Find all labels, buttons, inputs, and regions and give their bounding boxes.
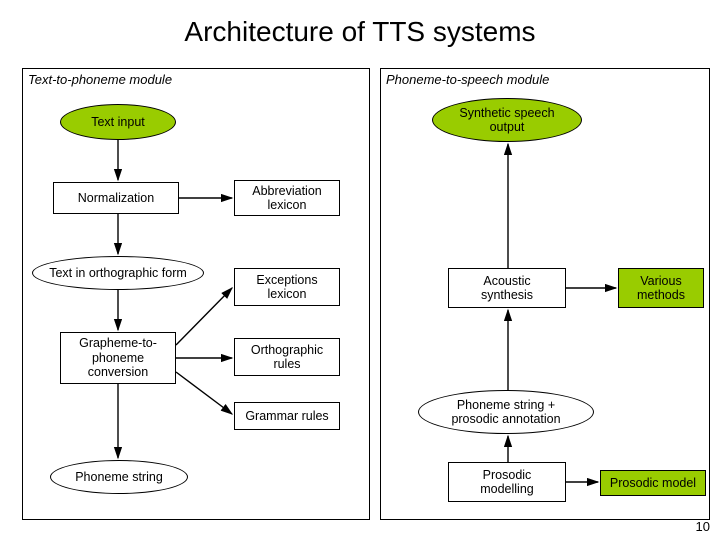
slide-title: Architecture of TTS systems (0, 16, 720, 48)
various-methods-node: Various methods (618, 268, 704, 308)
grammar-rules-label: Grammar rules (245, 409, 328, 423)
prosodic-model-label: Prosodic model (610, 476, 696, 490)
normalization-node: Normalization (53, 182, 179, 214)
synth-output-label: Synthetic speech output (459, 106, 554, 135)
exceptions-lexicon-node: Exceptions lexicon (234, 268, 340, 306)
abbrev-lexicon-label: Abbreviation lexicon (252, 184, 322, 213)
text-input-label: Text input (91, 115, 145, 129)
right-module-label: Phoneme-to-speech module (386, 72, 549, 87)
left-module-label: Text-to-phoneme module (28, 72, 172, 87)
text-input-node: Text input (60, 104, 176, 140)
various-methods-label: Various methods (637, 274, 685, 303)
abbrev-lexicon-node: Abbreviation lexicon (234, 180, 340, 216)
exceptions-lexicon-label: Exceptions lexicon (256, 273, 317, 302)
synth-output-node: Synthetic speech output (432, 98, 582, 142)
orthographic-node: Text in orthographic form (32, 256, 204, 290)
prosodic-model-node: Prosodic model (600, 470, 706, 496)
prosodic-annot-node: Phoneme string + prosodic annotation (418, 390, 594, 434)
g2p-node: Grapheme-to- phoneme conversion (60, 332, 176, 384)
acoustic-synth-label: Acoustic synthesis (481, 274, 533, 303)
normalization-label: Normalization (78, 191, 154, 205)
g2p-label: Grapheme-to- phoneme conversion (79, 336, 157, 379)
acoustic-synth-node: Acoustic synthesis (448, 268, 566, 308)
prosodic-annot-label: Phoneme string + prosodic annotation (451, 398, 560, 427)
prosodic-modelling-node: Prosodic modelling (448, 462, 566, 502)
orthographic-label: Text in orthographic form (49, 266, 187, 280)
ortho-rules-node: Orthographic rules (234, 338, 340, 376)
prosodic-modelling-label: Prosodic modelling (480, 468, 534, 497)
ortho-rules-label: Orthographic rules (251, 343, 323, 372)
grammar-rules-node: Grammar rules (234, 402, 340, 430)
page-number: 10 (696, 519, 710, 534)
phoneme-string-node: Phoneme string (50, 460, 188, 494)
phoneme-string-label: Phoneme string (75, 470, 163, 484)
